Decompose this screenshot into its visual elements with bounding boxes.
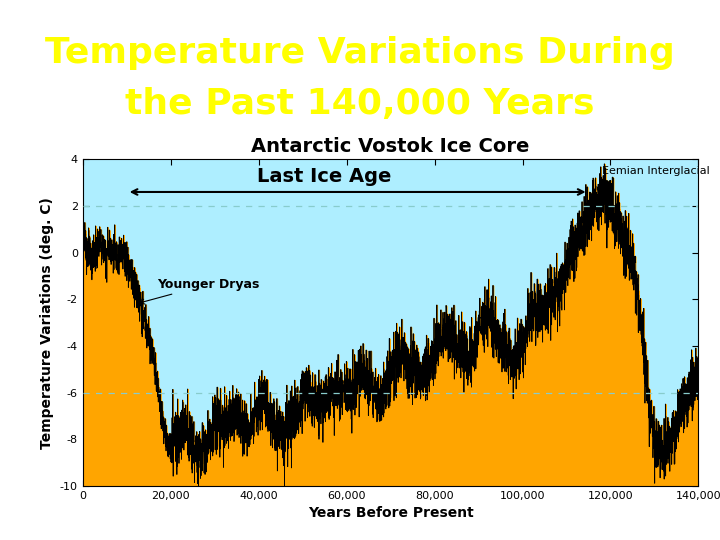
Y-axis label: Temperature Variations (deg. C): Temperature Variations (deg. C) (40, 197, 55, 449)
Text: Last Ice Age: Last Ice Age (258, 167, 392, 186)
Text: Temperature Variations During: Temperature Variations During (45, 36, 675, 70)
Text: the Past 140,000 Years: the Past 140,000 Years (125, 87, 595, 121)
Text: Eemian Interglacial: Eemian Interglacial (602, 166, 709, 176)
X-axis label: Years Before Present: Years Before Present (307, 507, 474, 521)
Title: Antarctic Vostok Ice Core: Antarctic Vostok Ice Core (251, 137, 530, 157)
Text: Younger Dryas: Younger Dryas (140, 278, 260, 304)
